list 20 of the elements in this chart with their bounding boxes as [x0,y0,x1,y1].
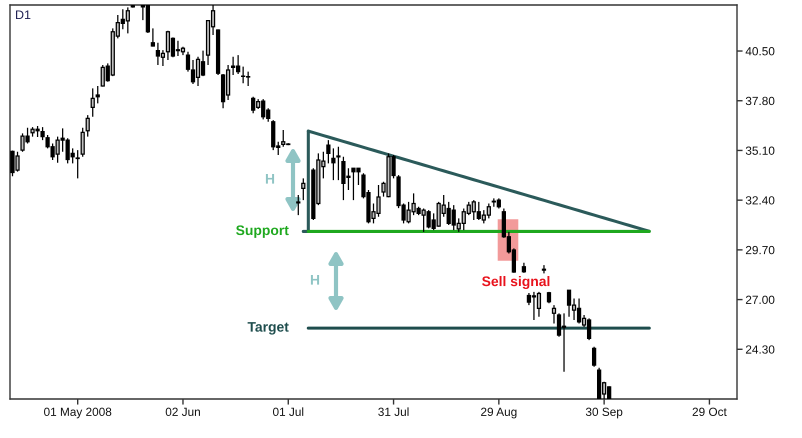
chart-title: D1 [16,10,30,20]
x-tick-label: 01 Jul [272,407,304,416]
y-tick-label: 29.70 [746,246,774,254]
series-label: Target [248,322,289,335]
x-tick-label: 02 Jun [166,408,200,416]
y-tick-label: 37.80 [746,96,774,106]
x-tick-label: 31 Jul [378,407,409,416]
x-tick-label: 29 Oct [692,408,727,416]
annotation: H [266,174,274,184]
y-tick-label: 24.30 [746,345,774,354]
x-tick-label: 29 Aug [481,408,516,418]
x-tick-label: 01 May 2008 [44,408,112,418]
y-tick-label: 40.50 [746,47,774,56]
x-tick-label: 30 Sep [586,408,622,418]
y-tick-label: 32.40 [746,196,774,205]
annotation: Sell signal [482,276,550,290]
series-label: Support [236,225,289,238]
y-tick-label: 35.10 [746,146,774,155]
y-tick-label: 27.00 [746,296,774,304]
annotation: H [310,275,320,285]
